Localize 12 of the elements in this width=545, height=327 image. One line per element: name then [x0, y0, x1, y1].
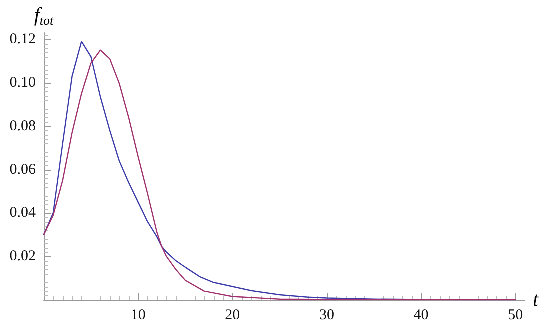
x-tick-label: 30: [319, 308, 334, 324]
y-tick-label: 0.12: [10, 32, 36, 48]
y-tick-label: 0.08: [10, 118, 36, 134]
x-tick-label: 50: [508, 308, 524, 324]
y-tick-label: 0.10: [10, 74, 36, 91]
x-tick-label: 40: [414, 308, 429, 324]
y-tick-label: 0.02: [10, 248, 36, 265]
x-axis-title: t: [533, 289, 539, 311]
y-tick-label: 0.04: [10, 205, 36, 222]
y-tick-label: 0.06: [10, 162, 36, 178]
x-tick-label: 10: [130, 308, 146, 324]
x-tick-label: 20: [225, 308, 240, 324]
